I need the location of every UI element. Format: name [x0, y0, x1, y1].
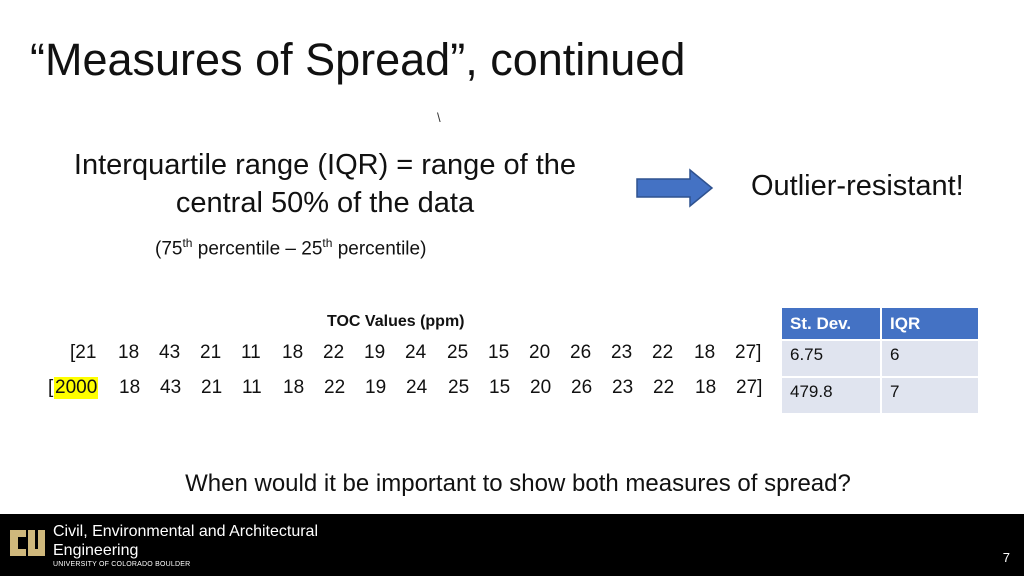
row1-last-value: 27] [735, 342, 762, 363]
note-sup-2: th [322, 236, 333, 250]
footer-bar: Civil, Environmental and Architectural E… [0, 514, 1024, 576]
row1-value: 26 [570, 342, 592, 363]
row2-value: 23 [612, 377, 634, 398]
row2-value: 19 [365, 377, 387, 398]
definition-line-2: central 50% of the data [175, 187, 475, 219]
row2-value: 22 [324, 377, 346, 398]
iqr-cell: 7 [880, 376, 980, 415]
iqr-cell: 6 [880, 339, 980, 378]
percentile-note: (75th percentile – 25th percentile) [155, 236, 426, 260]
stdev-cell: 479.8 [780, 376, 882, 415]
dept-line-1: Civil, Environmental and Architectural [53, 523, 319, 540]
table-row: 479.8 7 [780, 376, 980, 415]
row2-value: 43 [160, 377, 182, 398]
row2-last-value: 27] [736, 377, 763, 398]
note-sup-1: th [182, 236, 193, 250]
note-middle: percentile – 25 [192, 238, 323, 260]
row1-first-value: [21 [70, 342, 97, 363]
row2-value: 11 [242, 377, 262, 398]
toc-values-heading: TOC Values (ppm) [327, 313, 465, 330]
row1-value: 21 [200, 342, 222, 363]
outlier-highlight: 2000 [54, 377, 99, 399]
row1-value: 22 [323, 342, 345, 363]
row1-value: 22 [652, 342, 674, 363]
dept-line-2: Engineering [53, 542, 139, 559]
col-header-iqr: IQR [880, 306, 980, 341]
row1-value: 19 [364, 342, 386, 363]
row2-value: 18 [695, 377, 717, 398]
outlier-resistant-callout: Outlier-resistant! [751, 170, 964, 202]
slide-title: “Measures of Spread”, continued [30, 34, 686, 85]
page-number: 7 [1002, 550, 1010, 565]
row1-value: 23 [611, 342, 633, 363]
discussion-question: When would it be important to show both … [185, 470, 851, 497]
stdev-cell: 6.75 [780, 339, 882, 378]
row2-open-bracket: [ [48, 377, 54, 398]
row2-value: 20 [530, 377, 552, 398]
stray-backslash: \ [437, 110, 441, 125]
row2-value: 24 [406, 377, 428, 398]
iqr-definition: Interquartile range (IQR) = range of the… [40, 146, 610, 222]
definition-line-1: Interquartile range (IQR) = range of the [73, 149, 577, 181]
table-header-row: St. Dev. IQR [780, 306, 980, 341]
row1-value: 18 [694, 342, 716, 363]
right-arrow-icon [636, 168, 714, 208]
row1-value: 11 [241, 342, 261, 363]
row1-value: 15 [488, 342, 510, 363]
row1-value: 43 [159, 342, 181, 363]
row2-value: 26 [571, 377, 593, 398]
col-header-stdev: St. Dev. [780, 306, 882, 341]
row1-value: 25 [447, 342, 469, 363]
row1-value: 24 [405, 342, 427, 363]
cu-logo-icon [6, 522, 48, 564]
row1-value: 18 [118, 342, 140, 363]
note-close: percentile) [332, 238, 427, 260]
university-name: UNIVERSITY OF COLORADO BOULDER [53, 561, 191, 568]
row2-value: 22 [653, 377, 675, 398]
table-row: 6.75 6 [780, 339, 980, 378]
row1-value: 18 [282, 342, 304, 363]
department-name: Civil, Environmental and Architectural E… [53, 522, 318, 560]
row2-value: 15 [489, 377, 511, 398]
spread-stats-table: St. Dev. IQR 6.75 6 479.8 7 [780, 306, 980, 415]
row2-value: 21 [201, 377, 223, 398]
row1-value: 20 [529, 342, 551, 363]
row2-value: 25 [448, 377, 470, 398]
note-open: (75 [155, 238, 183, 260]
row2-value: 18 [283, 377, 305, 398]
row2-value: 18 [119, 377, 141, 398]
